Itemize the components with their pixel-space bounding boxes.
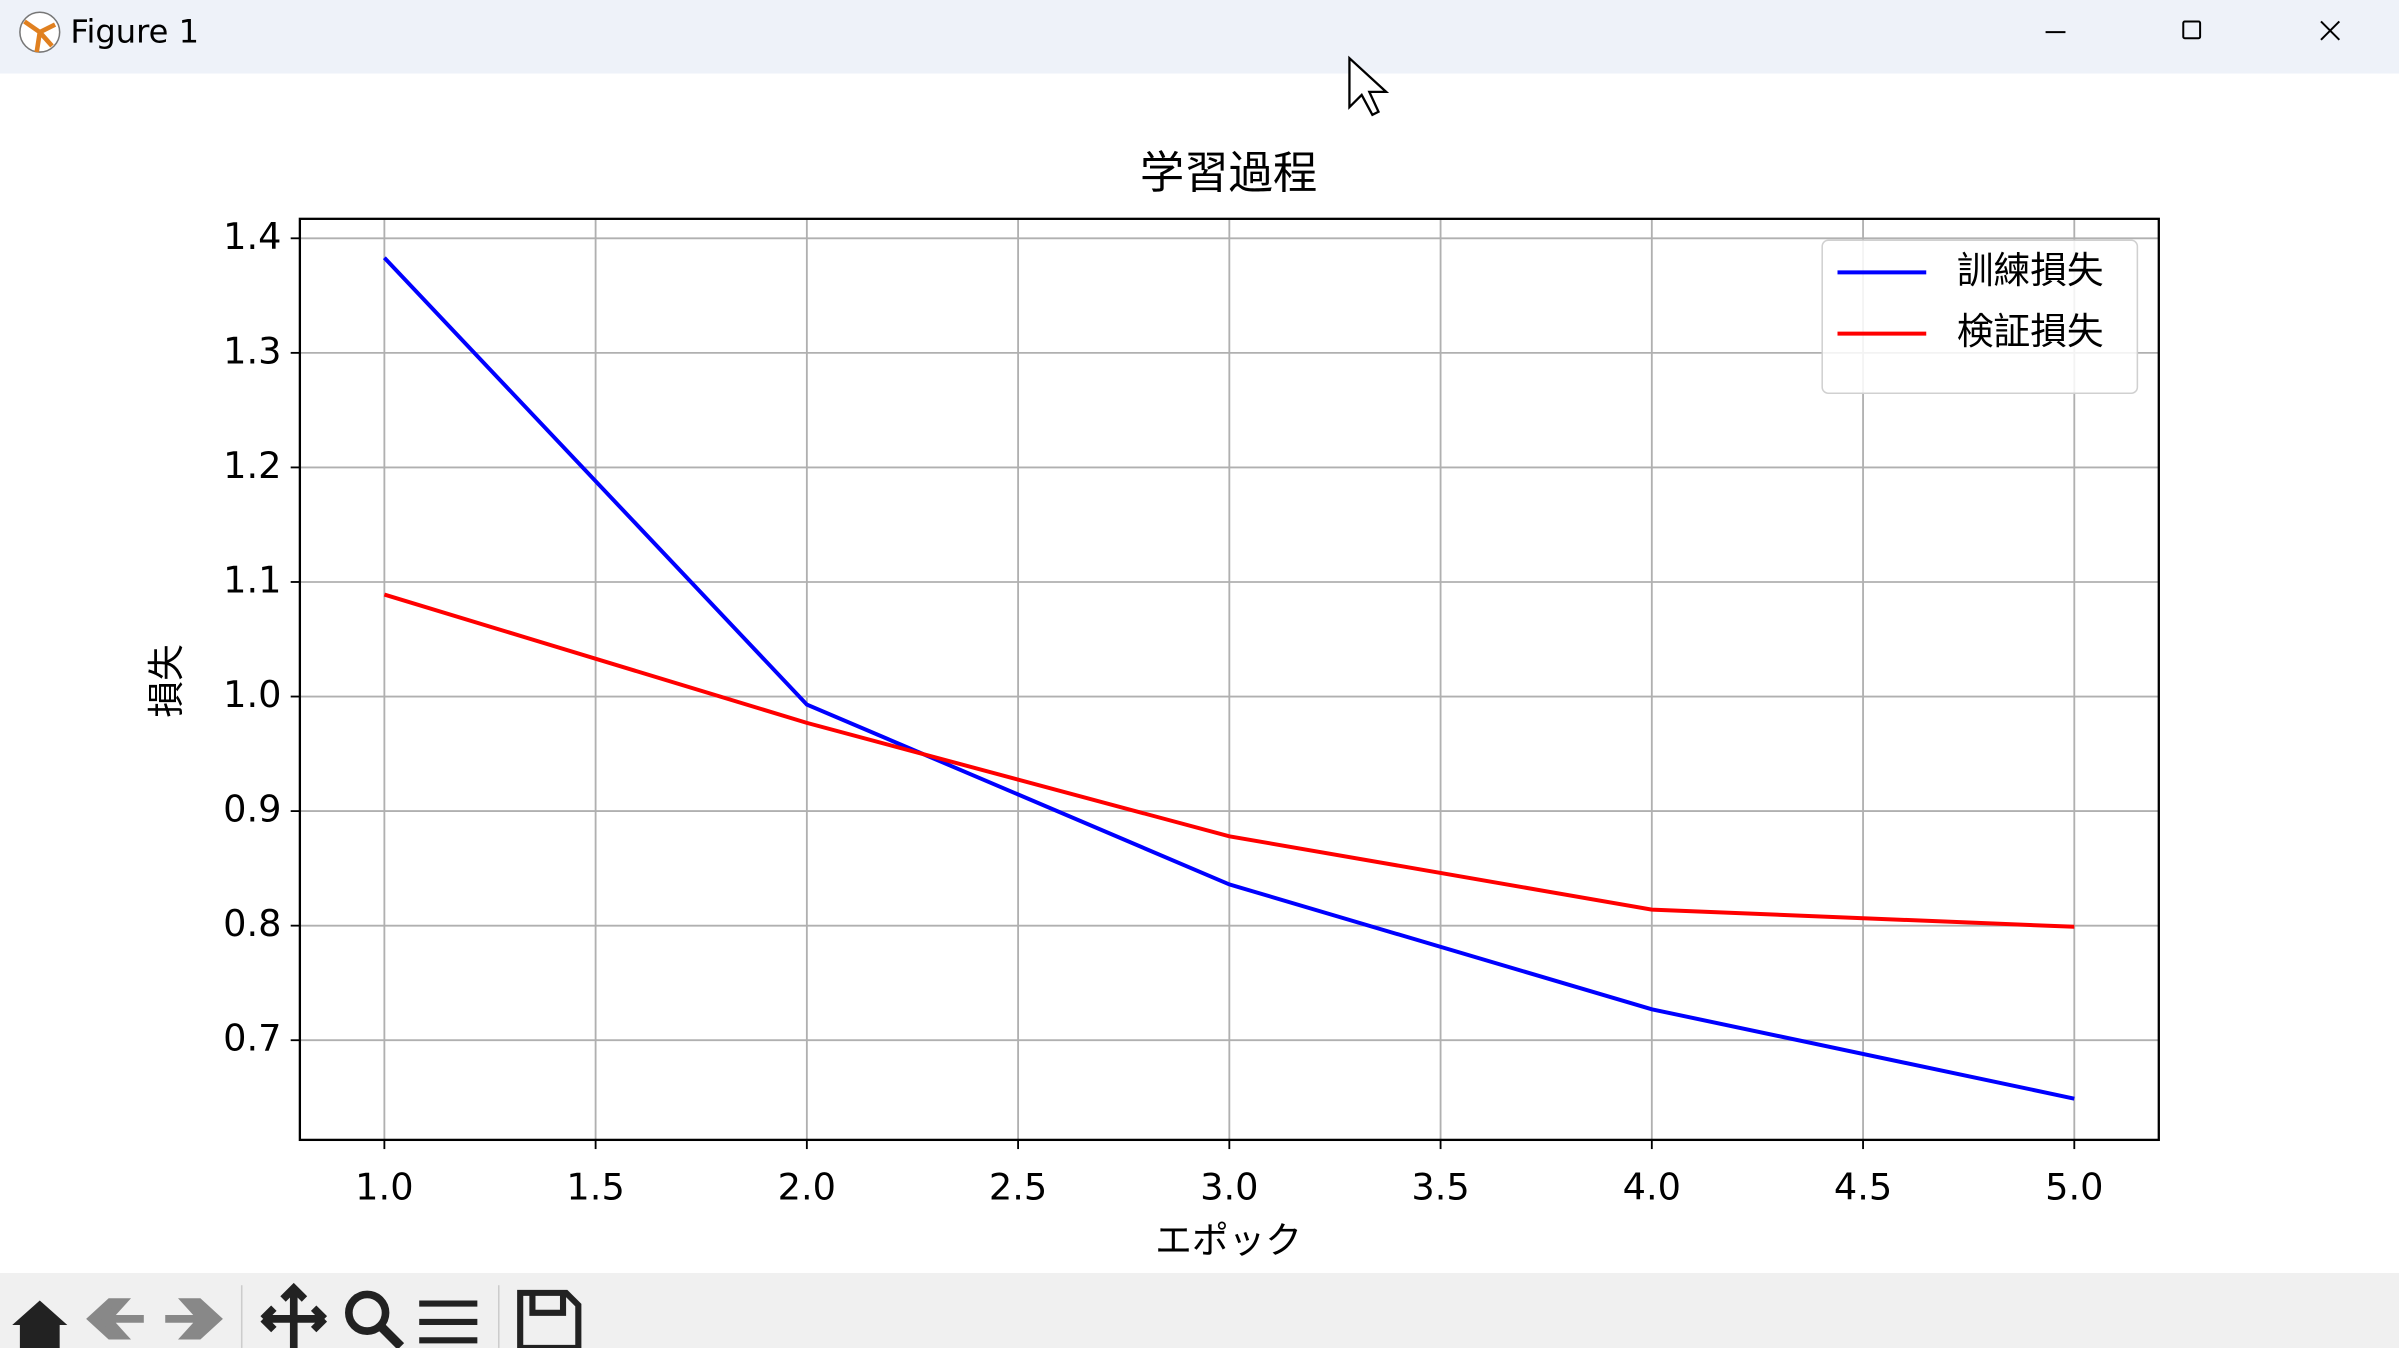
zoom-button[interactable]: [345, 1290, 390, 1335]
x-tick-label: 1.5: [566, 1165, 624, 1208]
zoom-button-handle: [377, 1323, 405, 1348]
mouse-cursor: [1348, 55, 1390, 117]
save-button[interactable]: [517, 1289, 582, 1348]
window-title: Figure 1: [70, 13, 199, 51]
x-tick-label: 2.5: [989, 1165, 1047, 1208]
y-tick-label: 1.0: [223, 673, 281, 716]
chart-title: 学習過程: [1140, 148, 1317, 199]
y-tick-label: 0.7: [223, 1017, 281, 1060]
toolbar: [0, 1272, 2399, 1348]
title-bar: [0, 0, 2399, 74]
line-series: [383, 592, 2075, 929]
y-tick-label: 1.4: [223, 215, 281, 258]
back-button[interactable]: [86, 1298, 144, 1340]
x-tick-label: 1.0: [355, 1165, 413, 1208]
x-tick-label: 3.5: [1411, 1165, 1469, 1208]
legend-label: 検証損失: [1957, 310, 2104, 353]
app-icon-rays: [23, 19, 57, 53]
legend-box: [1821, 239, 2139, 395]
line-series: [382, 256, 2075, 1101]
y-tick-label: 1.2: [223, 444, 281, 487]
close-button[interactable]: [2320, 20, 2341, 41]
configure-button[interactable]: [419, 1300, 478, 1344]
maximize-button[interactable]: [2182, 20, 2202, 40]
forward-button[interactable]: [165, 1298, 223, 1340]
y-tick-label: 1.1: [223, 558, 281, 601]
y-tick-label: 1.3: [223, 329, 281, 372]
legend-label: 訓練損失: [1957, 249, 2104, 292]
home-button[interactable]: [12, 1300, 68, 1348]
plot-frame: [298, 217, 2160, 1142]
x-tick-label: 4.0: [1623, 1165, 1681, 1208]
pan-button[interactable]: [260, 1282, 328, 1348]
x-tick-label: 5.0: [2045, 1165, 2103, 1208]
x-tick-label: 4.5: [1834, 1165, 1892, 1208]
x-tick-label: 3.0: [1200, 1165, 1258, 1208]
x-tick-label: 2.0: [778, 1165, 836, 1208]
y-tick-label: 0.9: [223, 788, 281, 831]
y-axis-label: 損失: [145, 644, 188, 717]
y-tick-label: 0.8: [223, 902, 281, 945]
x-axis-label: エポック: [1155, 1219, 1302, 1262]
